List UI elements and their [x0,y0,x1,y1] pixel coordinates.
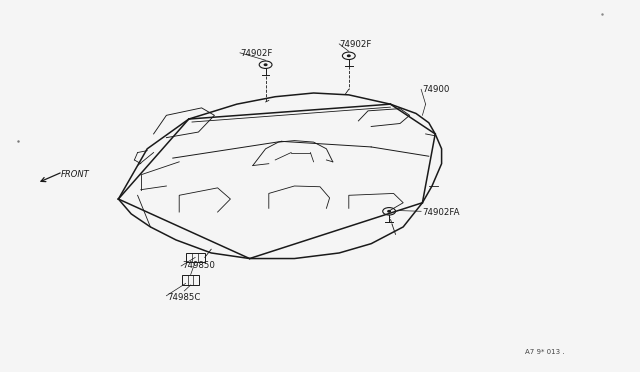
Circle shape [264,64,267,65]
Bar [186,253,205,262]
Circle shape [388,211,390,212]
Text: 74985C: 74985C [168,293,201,302]
Text: A7 9* 013 .: A7 9* 013 . [525,349,564,355]
Text: 74900: 74900 [422,85,450,94]
Bar [182,275,199,285]
Text: FRONT: FRONT [61,170,90,179]
Text: 74902F: 74902F [240,49,273,58]
Text: 74902F: 74902F [339,40,372,49]
Text: 749850: 749850 [182,262,215,270]
Circle shape [348,55,350,57]
Text: 74902FA: 74902FA [422,208,460,217]
